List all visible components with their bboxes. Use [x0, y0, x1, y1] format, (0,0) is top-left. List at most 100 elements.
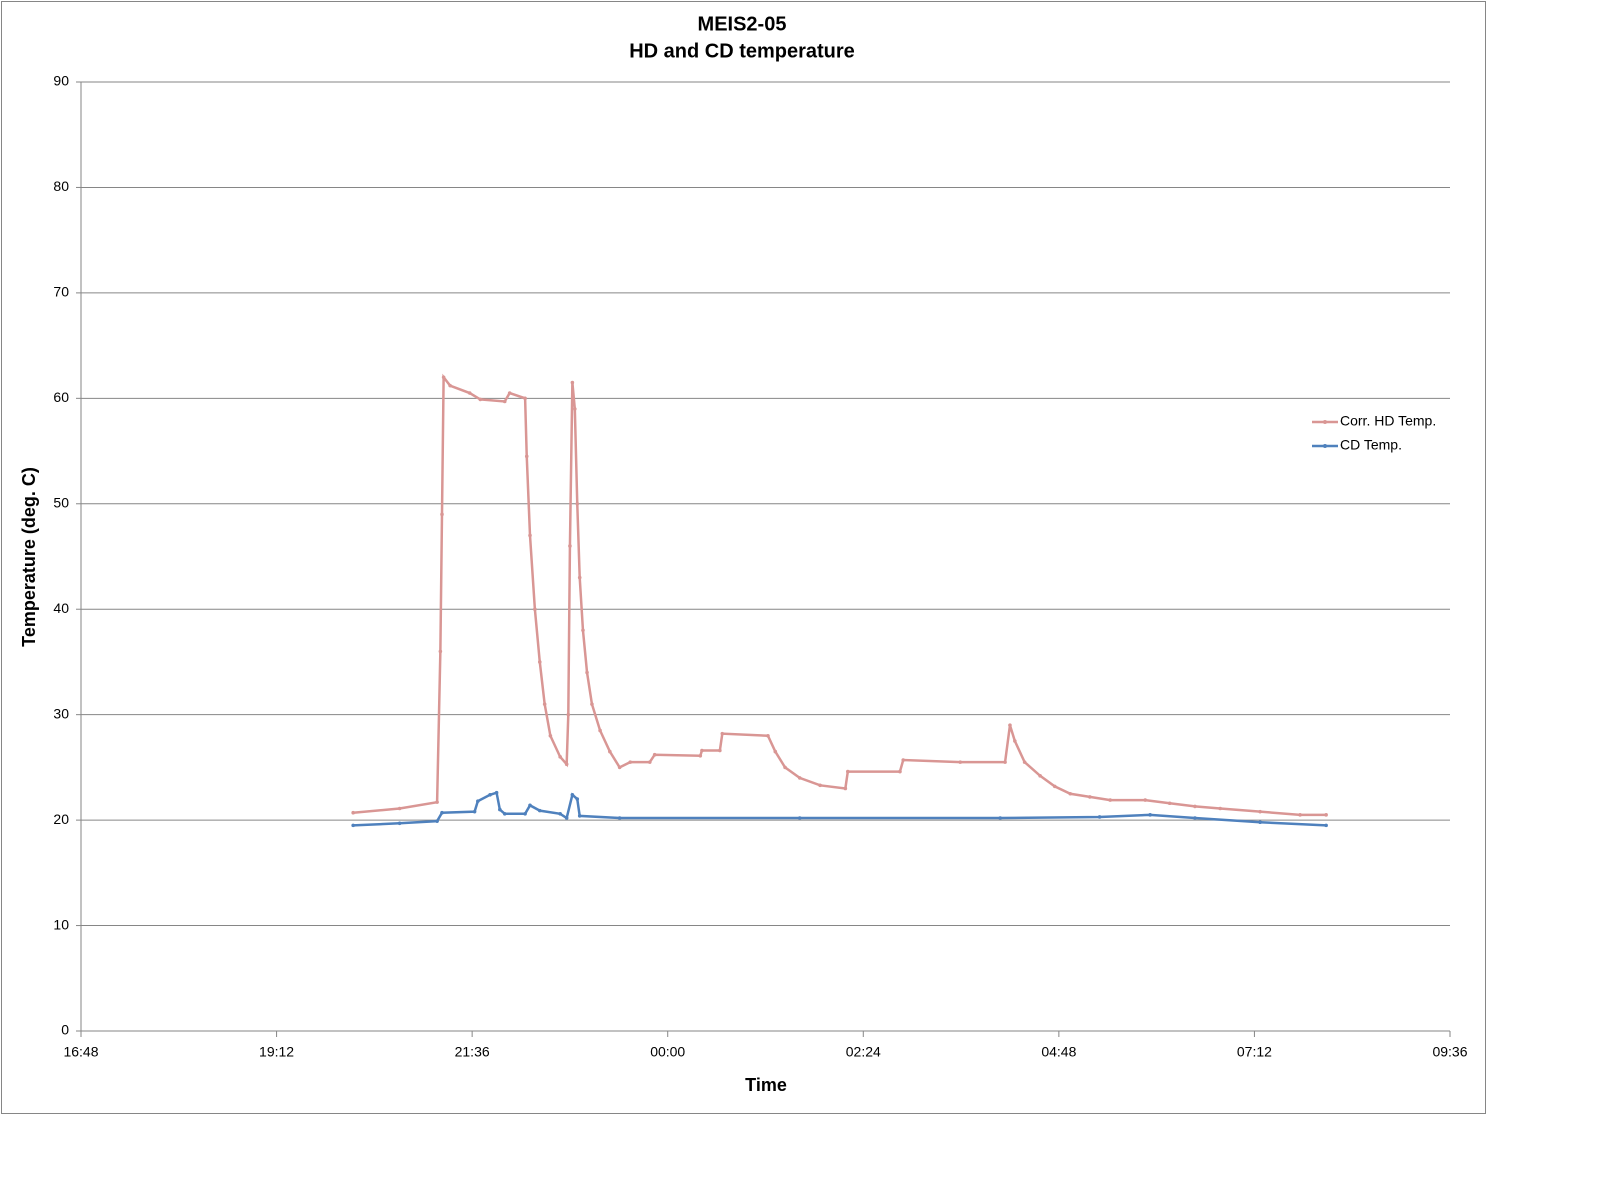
data-point	[898, 769, 902, 774]
data-point	[435, 800, 439, 804]
data-point	[438, 649, 443, 654]
data-point	[478, 397, 483, 402]
y-tick-label: 60	[53, 389, 69, 405]
data-point	[1258, 820, 1262, 825]
data-point	[575, 501, 580, 506]
data-point	[1193, 816, 1197, 820]
data-point	[1298, 813, 1302, 817]
data-point	[568, 544, 572, 548]
chart-title: MEIS2-05	[698, 13, 787, 35]
data-point	[441, 375, 446, 380]
data-point	[570, 380, 575, 385]
data-point	[843, 786, 848, 791]
data-point	[1108, 798, 1112, 802]
data-point	[585, 670, 589, 675]
x-tick-label: 19:12	[259, 1044, 294, 1060]
legend-label: Corr. HD Temp.	[1340, 413, 1436, 429]
data-point	[566, 712, 571, 717]
chart-subtitle: HD and CD temperature	[629, 40, 855, 62]
data-point	[397, 821, 402, 826]
x-tick-label: 04:48	[1041, 1044, 1076, 1060]
data-point	[435, 819, 439, 823]
x-tick-label: 16:48	[63, 1044, 98, 1060]
legend-label: CD Temp.	[1340, 437, 1402, 453]
data-point	[537, 808, 542, 813]
y-tick-label: 0	[61, 1022, 69, 1038]
chart-border	[1, 1, 1486, 1114]
data-point	[564, 762, 569, 767]
data-point	[846, 769, 850, 774]
y-tick-label: 10	[53, 916, 69, 932]
x-tick-label: 02:24	[846, 1044, 881, 1060]
data-point	[628, 760, 633, 764]
data-point	[590, 702, 594, 706]
data-point	[577, 575, 582, 580]
data-point	[573, 407, 577, 411]
data-point	[494, 790, 499, 795]
y-tick-label: 40	[53, 600, 69, 616]
data-point	[558, 755, 562, 759]
data-point	[1003, 760, 1007, 764]
data-point	[351, 823, 355, 828]
data-point	[472, 809, 477, 814]
series-line	[353, 791, 1327, 827]
data-point	[1218, 806, 1223, 811]
x-tick-label: 00:00	[650, 1044, 685, 1060]
data-point	[1008, 723, 1012, 728]
data-point	[548, 733, 553, 738]
data-point	[617, 816, 622, 820]
data-point	[1143, 798, 1148, 802]
data-point	[1088, 795, 1092, 799]
data-point	[1148, 813, 1152, 817]
data-point	[998, 816, 1002, 820]
data-point	[1258, 809, 1262, 814]
data-point	[542, 702, 547, 706]
data-point	[528, 803, 532, 808]
data-point	[448, 383, 452, 388]
data-point	[720, 731, 725, 736]
data-point	[476, 799, 480, 803]
data-point	[1324, 823, 1328, 828]
data-point	[1167, 801, 1172, 806]
data-point	[581, 628, 585, 633]
data-point	[575, 797, 580, 801]
x-tick-label: 21:36	[455, 1044, 490, 1060]
y-tick-label: 30	[53, 705, 69, 721]
y-tick-label: 90	[53, 73, 69, 89]
data-point	[523, 396, 527, 401]
data-point	[608, 749, 612, 754]
data-point	[528, 533, 532, 538]
y-tick-label: 80	[53, 178, 69, 194]
data-point	[698, 753, 703, 758]
data-point	[818, 783, 822, 788]
data-point	[564, 816, 569, 820]
data-point	[958, 760, 963, 764]
data-point	[570, 793, 575, 797]
y-axis-title: Temperature (deg. C)	[19, 467, 39, 647]
data-point	[797, 816, 802, 820]
data-point	[1013, 739, 1017, 743]
data-point	[502, 399, 507, 404]
y-tick-label: 50	[53, 494, 69, 510]
legend-marker	[1323, 444, 1327, 448]
data-point	[617, 765, 622, 770]
data-point	[647, 760, 652, 764]
data-point	[507, 391, 512, 395]
data-point	[440, 512, 444, 517]
data-point	[1324, 813, 1328, 817]
x-axis-title: Time	[745, 1075, 787, 1095]
x-tick-label: 09:36	[1432, 1044, 1467, 1060]
data-point	[397, 806, 402, 811]
data-point	[523, 811, 527, 816]
data-point	[533, 607, 537, 612]
data-point	[502, 811, 507, 816]
data-point	[783, 765, 787, 770]
data-point	[797, 776, 802, 780]
data-point	[558, 811, 562, 816]
legend-marker	[1323, 420, 1327, 424]
data-point	[1193, 804, 1197, 809]
y-tick-label: 20	[53, 811, 69, 827]
data-point	[488, 793, 492, 797]
data-point	[766, 733, 770, 738]
